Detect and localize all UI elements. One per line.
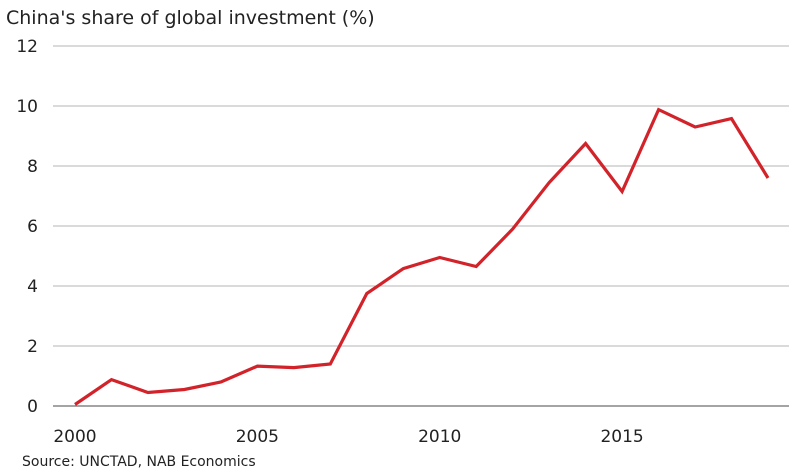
series-line [75, 110, 768, 405]
x-tick-label: 2015 [600, 427, 643, 447]
series-layer [75, 110, 768, 405]
x-tick-label: 2000 [53, 427, 96, 447]
x-tick-label: 2010 [418, 427, 461, 447]
y-tick-label: 10 [16, 97, 38, 117]
x-axis-tick-labels: 2000 2005 2010 2015 [53, 427, 643, 447]
x-tick-label: 2005 [236, 427, 279, 447]
source-note: Source: UNCTAD, NAB Economics [22, 453, 256, 471]
y-tick-label: 6 [27, 217, 38, 237]
y-tick-label: 4 [27, 277, 38, 297]
gridlines [53, 46, 789, 406]
y-tick-label: 12 [16, 37, 38, 57]
y-axis-tick-labels: 0 2 4 6 8 10 12 [16, 37, 38, 417]
y-tick-label: 8 [27, 157, 38, 177]
y-tick-label: 0 [27, 397, 38, 417]
y-tick-label: 2 [27, 337, 38, 357]
